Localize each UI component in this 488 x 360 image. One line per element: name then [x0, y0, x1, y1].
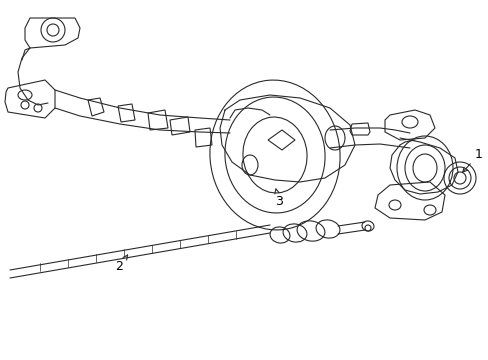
Text: 2: 2	[115, 255, 127, 273]
Text: 3: 3	[274, 189, 282, 208]
Text: 1: 1	[462, 148, 482, 172]
